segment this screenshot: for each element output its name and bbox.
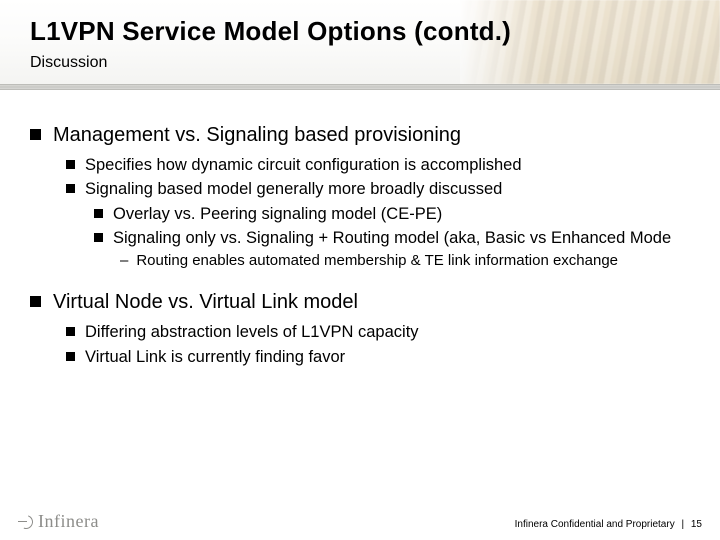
square-bullet-icon bbox=[66, 184, 75, 193]
footer-page-number: 15 bbox=[691, 519, 702, 530]
bullet-text: Signaling based model generally more bro… bbox=[85, 178, 502, 200]
slide-title: L1VPN Service Model Options (contd.) bbox=[30, 16, 511, 47]
square-bullet-icon bbox=[94, 233, 103, 242]
square-bullet-icon bbox=[66, 160, 75, 169]
bullet-text: Virtual Link is currently finding favor bbox=[85, 346, 345, 368]
header-separator bbox=[0, 84, 720, 90]
bullet-text: Specifies how dynamic circuit configurat… bbox=[85, 154, 522, 176]
square-bullet-icon bbox=[30, 129, 41, 140]
bullet-l4-group: – Routing enables automated membership &… bbox=[120, 251, 690, 271]
slide-subtitle: Discussion bbox=[30, 54, 107, 72]
footer-separator: | bbox=[681, 519, 684, 530]
bullet-l2-group: Specifies how dynamic circuit configurat… bbox=[66, 154, 690, 271]
bullet-text: Virtual Node vs. Virtual Link model bbox=[53, 289, 358, 315]
bullet-text: Routing enables automated membership & T… bbox=[136, 251, 618, 271]
logo-text: Infinera bbox=[38, 511, 99, 532]
company-logo: Infinera bbox=[18, 511, 99, 532]
slide: L1VPN Service Model Options (contd.) Dis… bbox=[0, 0, 720, 540]
footer: Infinera Confidential and Proprietary | … bbox=[515, 519, 702, 530]
bullet-text: Signaling only vs. Signaling + Routing m… bbox=[113, 227, 671, 249]
bullet-text: Management vs. Signaling based provision… bbox=[53, 122, 461, 148]
logo-mark-icon bbox=[18, 514, 34, 530]
square-bullet-icon bbox=[30, 296, 41, 307]
footer-confidentiality: Infinera Confidential and Proprietary bbox=[515, 519, 675, 530]
bullet-text: Overlay vs. Peering signaling model (CE-… bbox=[113, 203, 442, 225]
bullet-text: Differing abstraction levels of L1VPN ca… bbox=[85, 321, 419, 343]
bullet-l2-group: Differing abstraction levels of L1VPN ca… bbox=[66, 321, 690, 368]
bullet-l3-group: Overlay vs. Peering signaling model (CE-… bbox=[94, 203, 690, 272]
bullet-l1: Management vs. Signaling based provision… bbox=[30, 122, 690, 271]
square-bullet-icon bbox=[66, 352, 75, 361]
square-bullet-icon bbox=[94, 209, 103, 218]
dash-bullet-icon: – bbox=[120, 251, 128, 271]
content-area: Management vs. Signaling based provision… bbox=[30, 122, 690, 386]
square-bullet-icon bbox=[66, 327, 75, 336]
bullet-l1: Virtual Node vs. Virtual Link model Diff… bbox=[30, 289, 690, 368]
